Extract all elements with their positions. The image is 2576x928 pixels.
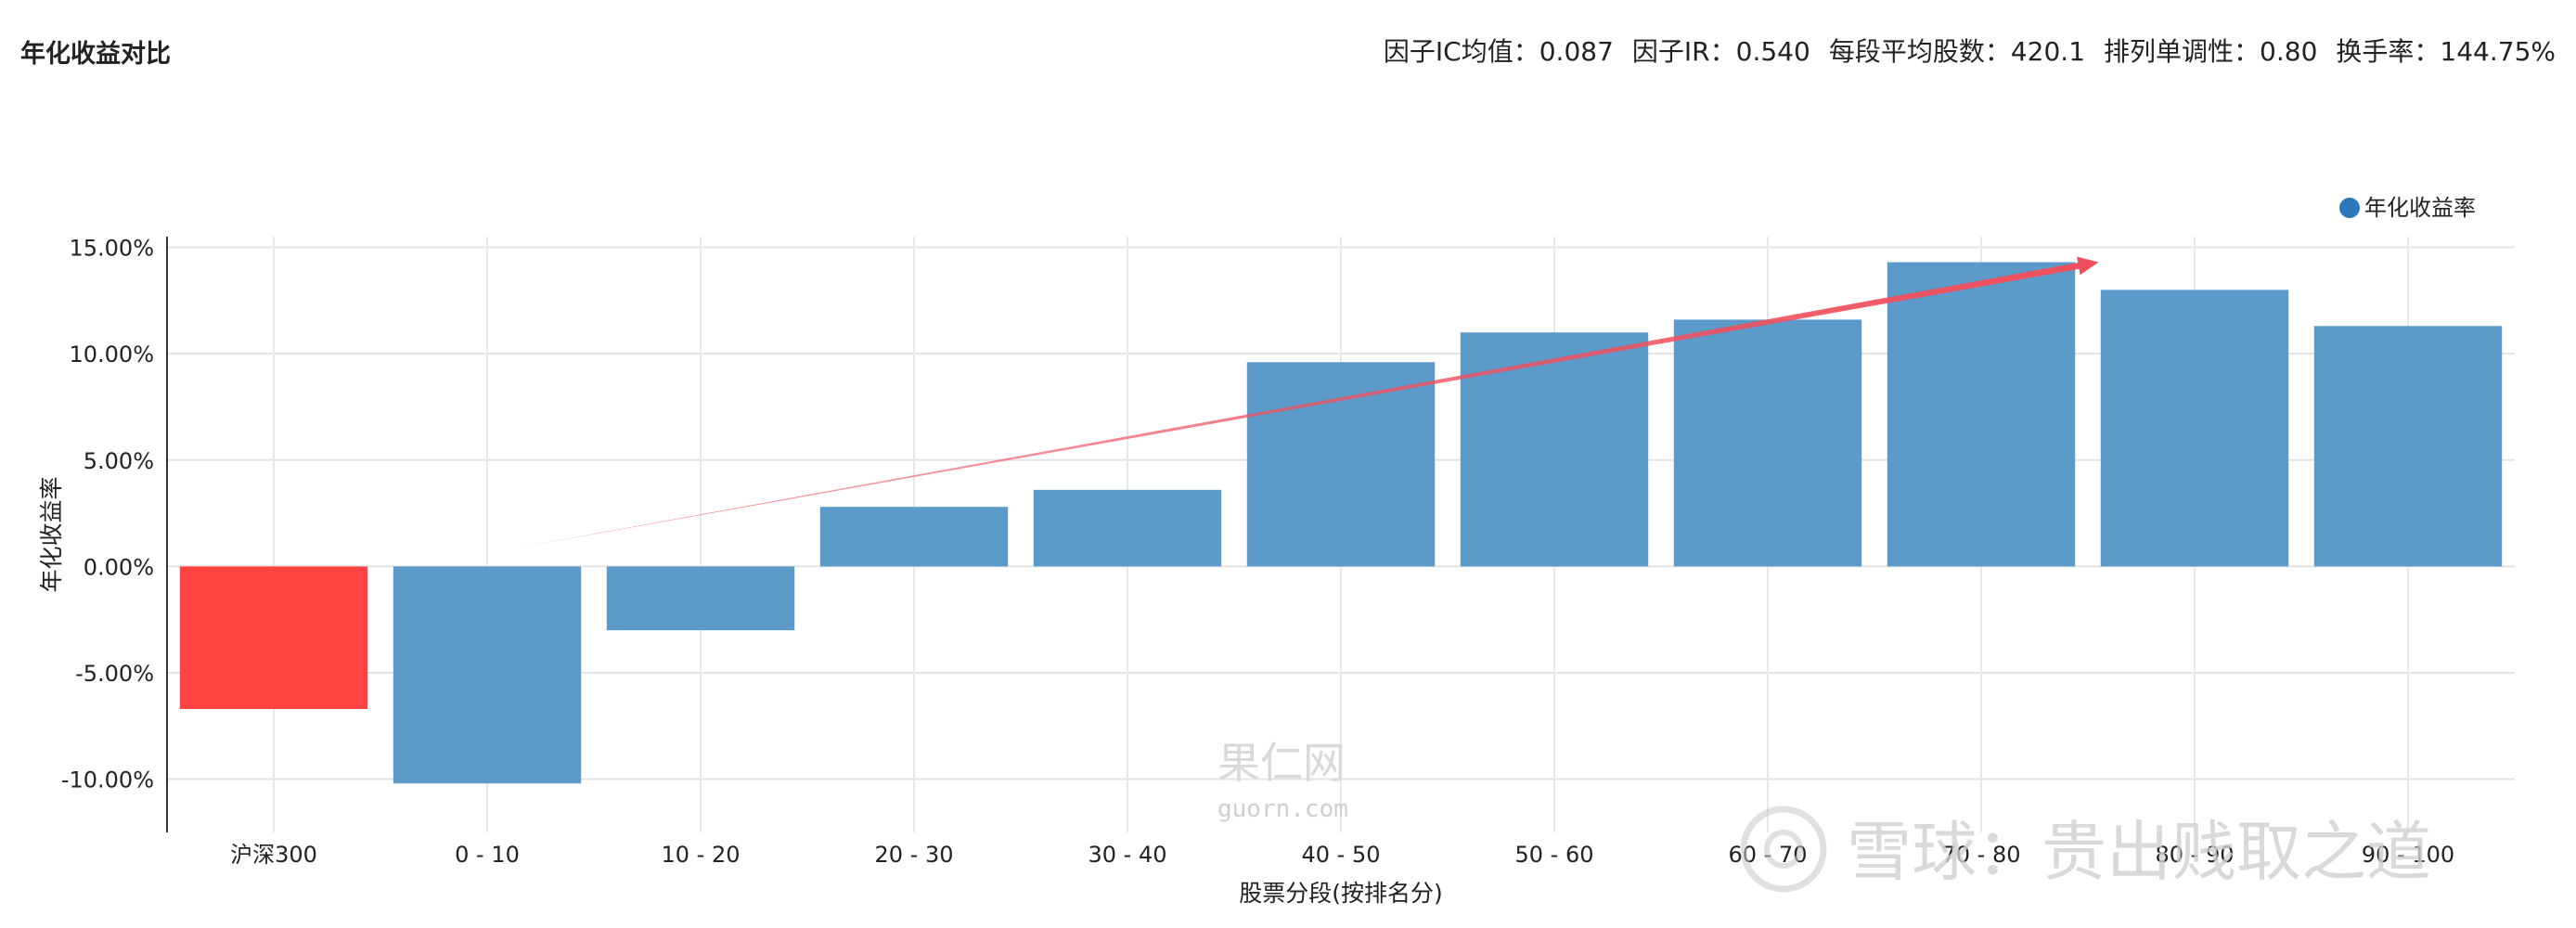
bar bbox=[2100, 290, 2289, 567]
x-tick-label: 20 - 30 bbox=[875, 842, 954, 868]
y-tick-label: -10.00% bbox=[61, 767, 154, 793]
y-tick-label: -5.00% bbox=[75, 661, 154, 687]
bar bbox=[819, 507, 1009, 567]
stat-ic-mean: 因子IC均值：0.087 bbox=[1383, 36, 1614, 67]
legend-label: 年化收益率 bbox=[2364, 195, 2476, 221]
bar bbox=[179, 566, 368, 710]
watermark-logo-text: 果仁网 bbox=[1217, 738, 1346, 788]
x-tick-label: 10 - 20 bbox=[662, 842, 741, 868]
x-tick-label: 沪深300 bbox=[230, 842, 317, 868]
trend-arrow-shaft bbox=[509, 262, 2083, 550]
y-axis-title: 年化收益率 bbox=[38, 476, 65, 592]
trend-arrow bbox=[509, 256, 2099, 550]
bar bbox=[393, 566, 582, 784]
factor-stats: 因子IC均值：0.087 因子IR：0.540 每段平均股数：420.1 排列单… bbox=[1384, 32, 2556, 69]
x-tick-label: 80 - 90 bbox=[2156, 842, 2235, 868]
y-tick-label: 10.00% bbox=[69, 342, 154, 367]
x-axis-title: 股票分段(按排名分) bbox=[1239, 880, 1443, 907]
x-tick-label: 0 - 10 bbox=[455, 842, 520, 868]
stat-monotonicity: 排列单调性：0.80 bbox=[2104, 36, 2318, 67]
bar bbox=[1673, 319, 1862, 567]
stat-ir: 因子IR：0.540 bbox=[1631, 36, 1810, 67]
chart-title: 年化收益对比 bbox=[20, 40, 171, 69]
watermark: 果仁网 guorn.com 雪球：贵出贱取之道 bbox=[1217, 738, 2431, 893]
bar bbox=[1887, 262, 2076, 567]
y-tick-label: 15.00% bbox=[69, 235, 154, 261]
bar bbox=[1460, 332, 1649, 567]
trend-arrow-head bbox=[2077, 256, 2099, 276]
watermark-caption: 雪球：贵出贱取之道 bbox=[1847, 814, 2431, 890]
bar bbox=[2313, 326, 2503, 567]
x-tick-label: 90 - 100 bbox=[2362, 842, 2454, 868]
axes: -10.00% -5.00% 0.00% 5.00% 10.00% 15.00% 沪深300… bbox=[38, 235, 2454, 907]
x-tick-label: 40 - 50 bbox=[1302, 842, 1381, 868]
bar bbox=[1033, 489, 1222, 567]
y-tick-label: 0.00% bbox=[84, 554, 154, 580]
legend: 年化收益率 bbox=[2339, 195, 2476, 221]
bars bbox=[179, 262, 2503, 784]
y-tick-label: 5.00% bbox=[84, 448, 154, 474]
x-tick-label: 50 - 60 bbox=[1515, 842, 1594, 868]
watermark-logo-url: guorn.com bbox=[1217, 795, 1348, 823]
bar bbox=[1246, 362, 1436, 567]
x-tick-label: 30 - 40 bbox=[1088, 842, 1167, 868]
snowball-logo-icon bbox=[1740, 806, 1827, 893]
stat-avg-stock-count: 每段平均股数：420.1 bbox=[1828, 36, 2086, 67]
x-tick-label: 70 - 80 bbox=[1942, 842, 2021, 868]
bar bbox=[606, 566, 795, 631]
legend-marker bbox=[2339, 198, 2360, 218]
trend-arrow-group bbox=[509, 256, 2099, 550]
stat-turnover: 换手率：144.75% bbox=[2336, 36, 2556, 67]
